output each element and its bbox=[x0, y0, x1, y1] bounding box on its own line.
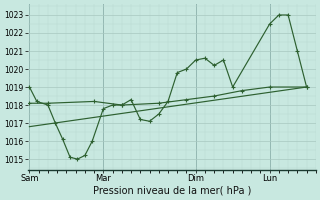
X-axis label: Pression niveau de la mer( hPa ): Pression niveau de la mer( hPa ) bbox=[92, 186, 251, 196]
